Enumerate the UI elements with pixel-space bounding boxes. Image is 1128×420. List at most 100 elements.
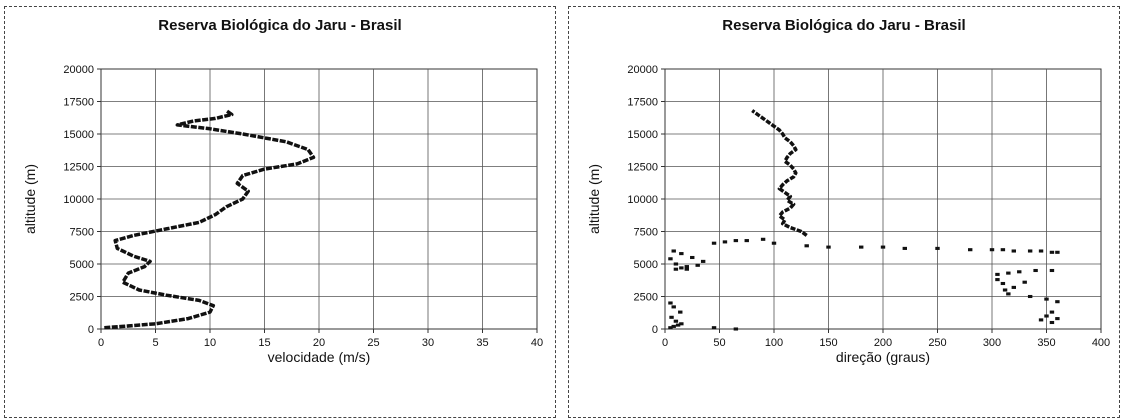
y-tick-label: 10000 <box>63 194 94 206</box>
data-point <box>1049 320 1055 325</box>
x-tick-label: 300 <box>983 337 1001 349</box>
data-point <box>1038 318 1044 322</box>
data-point <box>678 310 683 314</box>
y-axis-label: altitude (m) <box>586 164 602 234</box>
x-tick-label: 0 <box>662 337 668 349</box>
data-point <box>675 323 681 327</box>
data-point <box>1055 300 1060 304</box>
y-tick-label: 15000 <box>63 129 94 141</box>
data-point <box>1049 310 1055 314</box>
chart-title: Reserva Biológica do Jaru - Brasil <box>158 17 402 34</box>
data-point <box>668 257 673 261</box>
data-point <box>700 259 706 263</box>
y-tick-label: 0 <box>652 324 658 336</box>
data-point <box>880 245 886 249</box>
x-tick-label: 10 <box>204 337 216 349</box>
data-point <box>1017 270 1022 274</box>
data-point <box>1006 271 1011 275</box>
chart-panel-velocity: Reserva Biológica do Jaru - Brasil 0 5 10 1… <box>4 6 556 418</box>
data-point <box>668 326 673 330</box>
data-point <box>695 263 700 267</box>
data-point <box>1055 250 1060 254</box>
data-point <box>968 248 973 252</box>
chart-title: Reserva Biológica do Jaru - Brasil <box>722 17 966 34</box>
data-point <box>684 265 689 269</box>
x-tick-label: 400 <box>1092 337 1110 349</box>
data-point <box>1038 249 1044 253</box>
data-point <box>826 245 831 249</box>
data-point <box>733 239 739 243</box>
data-point <box>1044 314 1049 318</box>
data-point <box>804 244 809 248</box>
y-axis-label: altitude (m) <box>22 164 38 234</box>
y-tick-label: 12500 <box>627 162 658 174</box>
data-point <box>760 237 766 241</box>
data-point <box>1002 288 1008 292</box>
x-axis-label: direção (graus) <box>836 349 930 365</box>
data-point <box>1044 297 1049 301</box>
data-point <box>1022 280 1027 284</box>
x-tick-label: 250 <box>928 337 946 349</box>
data-point <box>690 255 695 260</box>
data-point <box>722 240 728 244</box>
data-point <box>1033 268 1038 273</box>
x-tick-label: 15 <box>258 337 270 349</box>
data-point <box>711 326 717 330</box>
data-point <box>1049 250 1055 254</box>
y-tick-label: 17500 <box>63 97 94 109</box>
data-point <box>1000 281 1006 286</box>
y-tick-label: 2500 <box>70 292 94 304</box>
data-point <box>1049 268 1055 273</box>
data-series-line <box>104 109 316 330</box>
data-point <box>771 241 777 245</box>
x-tick-label: 100 <box>765 337 783 349</box>
x-tick-label: 200 <box>874 337 892 349</box>
direction-chart: 0 50 100 150 200 250 300 350 400 0 2500 5000 7500 100… <box>586 64 1110 365</box>
y-tick-label: 7500 <box>634 227 658 239</box>
y-tick-label: 0 <box>88 324 94 336</box>
data-point <box>671 324 676 328</box>
y-tick-label: 12500 <box>63 162 94 174</box>
data-point <box>673 262 679 266</box>
data-point <box>1006 292 1011 296</box>
x-axis-label: velocidade (m/s) <box>268 349 371 365</box>
data-point <box>859 245 864 249</box>
data-point <box>935 246 940 250</box>
data-point <box>1027 249 1033 253</box>
chart-panel-direction: Reserva Biológica do Jaru - Brasil 0 50 10… <box>568 6 1120 418</box>
data-point <box>989 248 995 252</box>
data-point <box>1011 249 1016 253</box>
data-point <box>673 319 679 323</box>
data-point <box>669 315 674 319</box>
data-point <box>671 305 676 309</box>
x-tick-label: 50 <box>713 337 725 349</box>
y-tick-label: 2500 <box>634 292 658 304</box>
y-tick-label: 20000 <box>627 64 658 76</box>
data-point <box>684 267 689 271</box>
y-tick-label: 7500 <box>70 227 94 239</box>
x-tick-label: 5 <box>152 337 158 349</box>
y-tick-label: 20000 <box>63 64 94 76</box>
data-point <box>1055 317 1060 321</box>
data-point <box>679 252 684 256</box>
data-point <box>711 241 717 245</box>
data-point <box>668 301 673 305</box>
data-point <box>995 278 1000 282</box>
x-tick-label: 0 <box>98 337 104 349</box>
x-tick-label: 30 <box>422 337 434 349</box>
x-tick-label: 350 <box>1037 337 1055 349</box>
data-point <box>1027 294 1033 299</box>
y-tick-label: 15000 <box>627 129 658 141</box>
data-point <box>671 249 676 253</box>
x-tick-label: 20 <box>313 337 325 349</box>
x-tick-label: 150 <box>819 337 837 349</box>
y-tick-label: 5000 <box>634 259 658 271</box>
data-point <box>679 266 684 270</box>
data-point <box>679 322 684 326</box>
velocity-chart: 0 5 10 15 20 25 30 35 40 0 2500 5000 7500 10000 12500 1… <box>22 64 543 365</box>
data-point <box>1011 285 1016 289</box>
data-point <box>1000 248 1006 252</box>
y-tick-label: 10000 <box>627 194 658 206</box>
y-tick-label: 5000 <box>70 259 94 271</box>
data-series-line <box>751 109 808 237</box>
